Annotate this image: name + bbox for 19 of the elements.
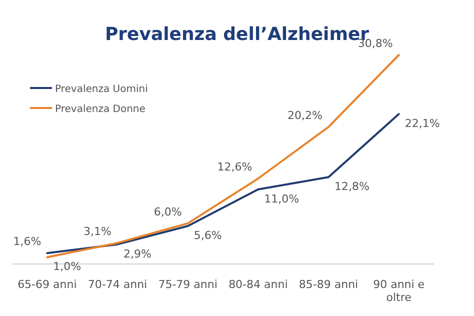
data-label: 6,0%: [154, 205, 182, 218]
data-label: 20,2%: [288, 108, 322, 122]
x-tick-label: 85-89 anni: [298, 278, 358, 291]
data-label: 12,8%: [334, 180, 370, 194]
x-tick-label: 70-74 anni: [88, 278, 148, 291]
legend-label: Prevalenza Donne: [55, 104, 146, 115]
data-label: 2,9%: [124, 247, 152, 260]
data-label: 1,0%: [53, 260, 82, 274]
x-tick-label: 80-84 anni: [228, 278, 288, 291]
data-label: 11,0%: [264, 192, 300, 206]
data-label: 12,6%: [217, 160, 252, 174]
data-label: 5,6%: [194, 229, 222, 242]
x-tick-label: 75-79 anni: [158, 278, 218, 291]
x-tick-label: 65-69 anni: [18, 278, 77, 291]
x-tick-label: 90 anni e oltre: [373, 278, 425, 304]
data-label: 3,1%: [84, 224, 112, 238]
legend-label: Prevalenza Uomini: [55, 84, 148, 95]
data-label: 22,1%: [404, 117, 440, 130]
data-label: 1,6%: [13, 235, 42, 248]
